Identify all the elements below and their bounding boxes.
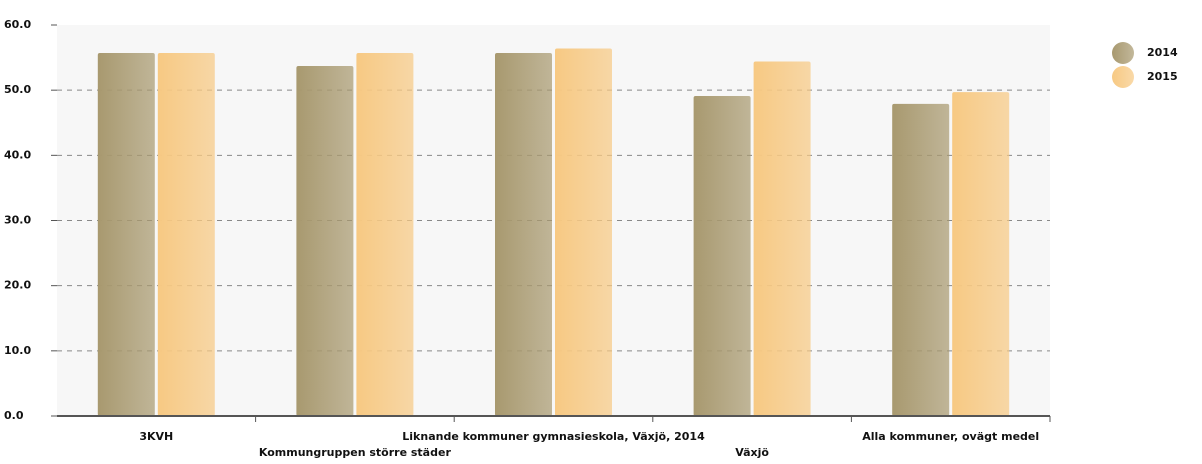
legend-label: 2015 — [1147, 70, 1178, 83]
legend-swatch — [1112, 42, 1134, 64]
legend-label: 2014 — [1147, 46, 1178, 59]
bar — [892, 103, 950, 416]
y-tick-label: 50.0 — [4, 83, 31, 96]
y-tick-label: 40.0 — [4, 148, 31, 161]
legend-swatch — [1112, 66, 1134, 88]
bar — [296, 66, 354, 417]
bar — [555, 48, 612, 417]
bar — [356, 53, 414, 416]
bar — [693, 96, 751, 416]
x-tick-label: Kommungruppen större städer — [259, 446, 452, 459]
bar — [495, 53, 552, 416]
bar — [97, 53, 155, 416]
y-tick-label: 20.0 — [4, 279, 31, 292]
y-tick-label: 10.0 — [4, 344, 31, 357]
x-tick-label: Växjö — [735, 446, 769, 459]
bar — [952, 92, 1010, 416]
plot-background — [57, 25, 1050, 416]
y-tick-label: 30.0 — [4, 214, 31, 227]
x-tick-label: Liknande kommuner gymnasieskola, Växjö, … — [402, 430, 705, 443]
x-tick-label: 3KVH — [139, 430, 173, 443]
y-tick-label: 60.0 — [4, 18, 31, 31]
y-tick-label: 0.0 — [4, 409, 24, 422]
x-tick-label: Alla kommuner, ovägt medel — [862, 430, 1039, 443]
bar — [157, 53, 215, 416]
bar — [753, 61, 811, 416]
